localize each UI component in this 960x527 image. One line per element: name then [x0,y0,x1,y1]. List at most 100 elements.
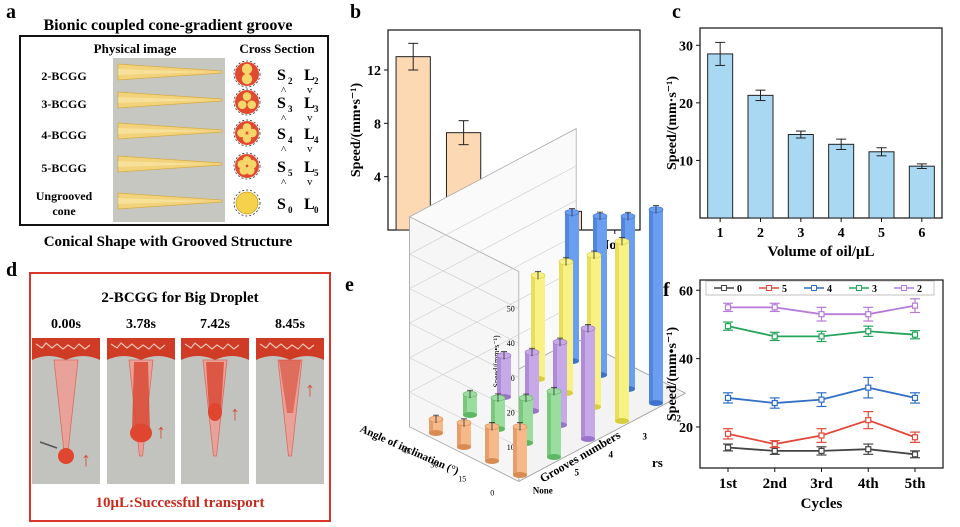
time-label: 0.00s [51,317,82,332]
cone-highlight [118,198,210,204]
panel-c: c 1 2 3 4 5 6 10 20 30 Volume of oil/μL Speed/(mm·… [665,1,943,260]
y-tick-label: 10 [679,154,693,169]
cone-highlight [118,128,210,134]
data-point [771,447,778,455]
length-relation-sign: v [307,176,313,188]
legend-marker [901,285,907,291]
panel-e: e 1020304050Speed/(mm•s⁻¹)None5432015304… [345,127,687,498]
row-label: 2-BCGG [41,69,86,83]
cross-section-lobe [237,160,247,169]
panel-f: f rs 0 5 4 3 2 1st 2nd 3rd 4th 5th 20 40 60 Cycles Spe… [652,279,944,512]
z-tick-label: 20 [507,408,515,417]
cross-section-lobe [241,73,253,85]
cross-section-lobe [237,100,247,110]
y-tick-label: 40 [679,353,693,368]
panel-e-letter: e [345,274,354,296]
length-subscript: 4 [314,135,319,145]
cross-section-lobe [242,123,252,132]
bar3d-shade [525,352,529,411]
angle-tick-label: 45 [402,447,410,456]
bar-2 [747,94,774,219]
groove-tick-label: 4 [609,449,614,459]
panel-d: d 2-BCGG for Big Droplet 0.00s ↑ 3.78s ↑ 7.4… [6,259,331,522]
cross-section-fill [235,191,259,215]
legend-marker [856,285,862,291]
cross-section-outline [233,189,261,217]
oil-column [206,362,224,410]
grid-line [409,269,577,358]
length-symbol: L [304,196,315,213]
oil-column [132,362,150,429]
motion-arrow: ↑ [305,379,315,401]
bar3d-shade [649,209,653,403]
x-tick-label: 1 [717,226,724,241]
x-axis-label: Cycles [801,496,843,512]
cross-section-lobe [248,128,257,138]
cross-section-lobe [241,63,253,75]
bar-3 [787,134,814,219]
reservoir-texture [184,342,240,350]
angle-tick-label: 15 [458,475,466,484]
bar3d-base [457,444,471,450]
bar-2 [395,56,431,231]
bar3d-base [581,436,595,442]
row-label: 5-BCGG [41,161,86,175]
surface-subscript: 4 [288,135,293,145]
bar-1 [707,53,734,219]
bar3d-shade [457,422,461,447]
panel-d-title: 2-BCGG for Big Droplet [101,290,258,306]
legend-label: 5 [782,284,787,295]
legend-marker [721,285,727,291]
bar3d-shade [485,426,489,461]
z-tick-label: 40 [507,339,515,348]
row-label: Ungrooved [36,189,93,203]
cross-section-header: Cross Section [239,41,315,56]
data-point [818,447,825,455]
bar-4 [828,143,855,219]
length-symbol: L [304,159,315,176]
groove-tick-label: None [533,485,553,495]
cone-highlight [118,69,210,75]
grid-line [409,165,577,255]
grid-line [409,253,519,309]
x-tick-label: 5 [878,226,885,241]
x-tick-label: 5th [905,476,926,492]
data-point [911,451,919,458]
data-point [865,328,872,335]
z-tick-label: 50 [507,305,515,314]
data-point [818,311,825,318]
length-relation-sign: v [307,112,313,124]
y-tick-label: 12 [367,64,381,79]
surface-subscript: 0 [288,205,293,215]
surface-subscript: 3 [288,104,293,114]
motion-arrow: ↑ [230,403,240,425]
surface-subscript: 2 [288,76,293,86]
surface-symbol: S [277,196,286,213]
surface-relation-sign: ^ [281,177,287,189]
x-axis-label: Volume of oil/μL [767,244,874,260]
x-tick-label: 2 [757,226,764,241]
data-point [911,394,919,402]
y-axis-label: Speed/(mm•s⁻¹) [665,327,680,422]
panel-d-letter: d [6,259,17,281]
bar3d-base [485,458,499,464]
data-point [818,333,825,340]
droplet [58,448,74,464]
bar3d-shade [553,342,557,425]
bar3d-base [429,430,443,436]
x-tick-label: 2nd [763,476,788,492]
bar3d-base [649,400,663,406]
surface-subscript: 5 [288,168,293,178]
bar3d-shade [491,397,495,429]
legend-label: 0 [737,284,742,295]
x-tick-label: 3 [797,226,804,241]
data-point [865,417,872,424]
plot-frame [699,27,943,219]
cross-section-outline [233,119,261,147]
bar3d-shade [497,355,501,397]
surface-symbol: S [277,159,286,176]
bar3d-shade [513,426,517,475]
bar3d-shade [615,241,619,421]
surface-symbol: S [277,126,286,143]
